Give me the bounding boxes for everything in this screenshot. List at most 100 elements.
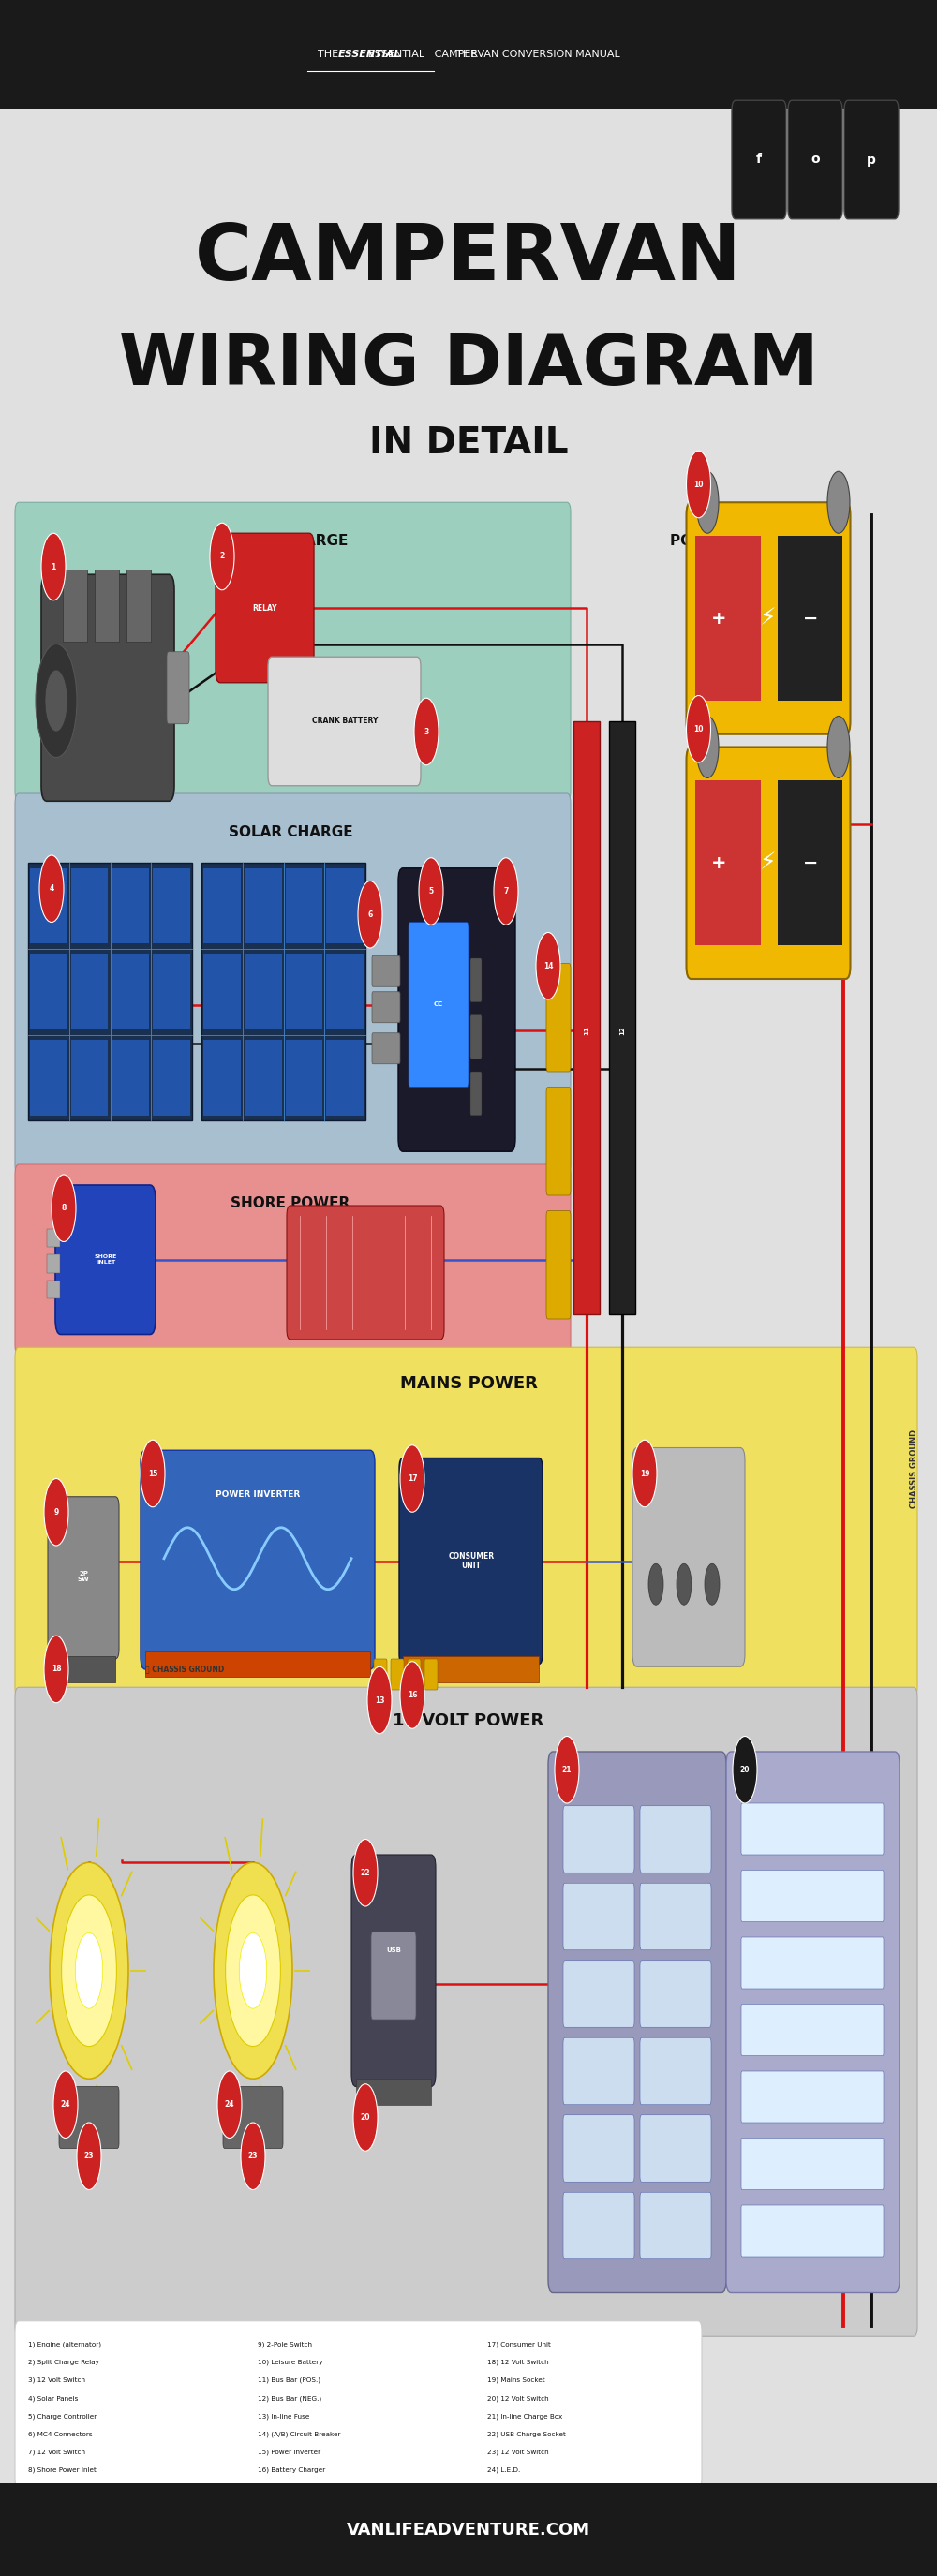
Text: 24) L.E.D.: 24) L.E.D.	[487, 2468, 520, 2473]
Text: THE: THE	[456, 49, 481, 59]
FancyBboxPatch shape	[112, 953, 149, 1030]
FancyBboxPatch shape	[686, 502, 851, 734]
Text: 24: 24	[61, 2099, 70, 2110]
FancyBboxPatch shape	[741, 2071, 884, 2123]
FancyBboxPatch shape	[356, 2079, 431, 2105]
FancyBboxPatch shape	[563, 1883, 634, 1950]
Text: o: o	[811, 152, 820, 167]
FancyBboxPatch shape	[15, 1164, 571, 1355]
Text: 16) Battery Charger: 16) Battery Charger	[258, 2468, 325, 2473]
Text: ⏚ CHASSIS GROUND: ⏚ CHASSIS GROUND	[145, 1664, 224, 1674]
Text: 23: 23	[248, 2151, 258, 2161]
FancyBboxPatch shape	[112, 1041, 149, 1115]
FancyBboxPatch shape	[167, 652, 189, 724]
FancyBboxPatch shape	[563, 1806, 634, 1873]
Text: 12) Bus Bar (NEG.): 12) Bus Bar (NEG.)	[258, 2396, 321, 2401]
Text: 7) 12 Volt Switch: 7) 12 Volt Switch	[28, 2450, 85, 2455]
Text: 13) In-line Fuse: 13) In-line Fuse	[258, 2414, 309, 2419]
Text: 6: 6	[367, 909, 373, 920]
Text: SOLAR CHARGE: SOLAR CHARGE	[229, 824, 352, 840]
Text: ESSENTIAL: ESSENTIAL	[338, 49, 402, 59]
FancyBboxPatch shape	[287, 1206, 444, 1340]
FancyBboxPatch shape	[726, 1752, 900, 2293]
FancyBboxPatch shape	[640, 2192, 711, 2259]
Circle shape	[696, 716, 719, 778]
Bar	[47, 1255, 60, 1273]
Circle shape	[677, 1564, 692, 1605]
Circle shape	[827, 471, 850, 533]
FancyBboxPatch shape	[112, 868, 149, 943]
Circle shape	[696, 471, 719, 533]
FancyBboxPatch shape	[71, 868, 108, 943]
FancyBboxPatch shape	[30, 1041, 67, 1115]
Bar	[573, 721, 600, 1314]
Text: 18) 12 Volt Switch: 18) 12 Volt Switch	[487, 2360, 549, 2365]
FancyBboxPatch shape	[71, 1041, 108, 1115]
Text: 15: 15	[148, 1468, 157, 1479]
Text: 11) Bus Bar (POS.): 11) Bus Bar (POS.)	[258, 2378, 320, 2383]
Text: MAINS POWER: MAINS POWER	[400, 1376, 537, 1391]
Text: 12: 12	[619, 1025, 625, 1036]
FancyBboxPatch shape	[695, 781, 761, 945]
Circle shape	[141, 1440, 165, 1507]
FancyBboxPatch shape	[245, 868, 281, 943]
FancyBboxPatch shape	[201, 863, 365, 1121]
Bar	[609, 721, 635, 1314]
Circle shape	[733, 1736, 757, 1803]
Text: SHORE
INLET: SHORE INLET	[95, 1255, 117, 1265]
Text: CRANK BATTERY: CRANK BATTERY	[312, 716, 378, 726]
Text: 11: 11	[584, 1025, 589, 1036]
Text: ⚡: ⚡	[760, 608, 777, 629]
FancyBboxPatch shape	[141, 1450, 375, 1669]
Text: 17: 17	[408, 1473, 417, 1484]
FancyBboxPatch shape	[778, 536, 842, 701]
FancyBboxPatch shape	[732, 100, 786, 219]
FancyBboxPatch shape	[563, 2038, 634, 2105]
Circle shape	[44, 1636, 68, 1703]
Text: IN DETAIL: IN DETAIL	[369, 425, 568, 461]
FancyBboxPatch shape	[470, 1015, 482, 1059]
Bar	[47, 1229, 60, 1247]
FancyBboxPatch shape	[63, 569, 87, 641]
FancyBboxPatch shape	[15, 1687, 917, 2336]
Text: 21: 21	[562, 1765, 572, 1775]
Text: 12 VOLT POWER: 12 VOLT POWER	[393, 1713, 544, 1728]
Circle shape	[414, 698, 439, 765]
Circle shape	[827, 716, 850, 778]
Text: 3) 12 Volt Switch: 3) 12 Volt Switch	[28, 2378, 85, 2383]
Text: 24: 24	[225, 2099, 234, 2110]
FancyBboxPatch shape	[778, 781, 842, 945]
FancyBboxPatch shape	[640, 2038, 711, 2105]
FancyBboxPatch shape	[15, 502, 571, 801]
FancyBboxPatch shape	[546, 1087, 571, 1195]
Text: 20) 12 Volt Switch: 20) 12 Volt Switch	[487, 2396, 549, 2401]
Text: 2: 2	[219, 551, 225, 562]
FancyBboxPatch shape	[223, 2087, 283, 2148]
Text: 4: 4	[49, 884, 54, 894]
Circle shape	[75, 1932, 103, 2009]
FancyBboxPatch shape	[546, 963, 571, 1072]
Circle shape	[686, 696, 710, 762]
FancyBboxPatch shape	[563, 2192, 634, 2259]
FancyBboxPatch shape	[126, 569, 151, 641]
FancyBboxPatch shape	[741, 2205, 884, 2257]
FancyBboxPatch shape	[30, 953, 67, 1030]
FancyBboxPatch shape	[48, 1497, 119, 1659]
Circle shape	[210, 523, 234, 590]
FancyBboxPatch shape	[15, 1347, 917, 1698]
FancyBboxPatch shape	[326, 868, 364, 943]
Circle shape	[353, 1839, 378, 1906]
Circle shape	[44, 1479, 68, 1546]
FancyBboxPatch shape	[59, 2087, 119, 2148]
Text: 6) MC4 Connectors: 6) MC4 Connectors	[28, 2432, 93, 2437]
Text: CHASSIS GROUND: CHASSIS GROUND	[909, 1430, 918, 1507]
Text: +: +	[711, 855, 727, 871]
Circle shape	[45, 670, 67, 732]
Text: SPLIT CHARGE: SPLIT CHARGE	[232, 533, 349, 549]
FancyBboxPatch shape	[409, 922, 468, 1087]
Text: RELAY: RELAY	[253, 603, 277, 613]
Text: 19: 19	[640, 1468, 649, 1479]
Text: 7: 7	[503, 886, 509, 896]
Text: 2P
SW: 2P SW	[78, 1571, 89, 1582]
FancyBboxPatch shape	[372, 992, 400, 1023]
